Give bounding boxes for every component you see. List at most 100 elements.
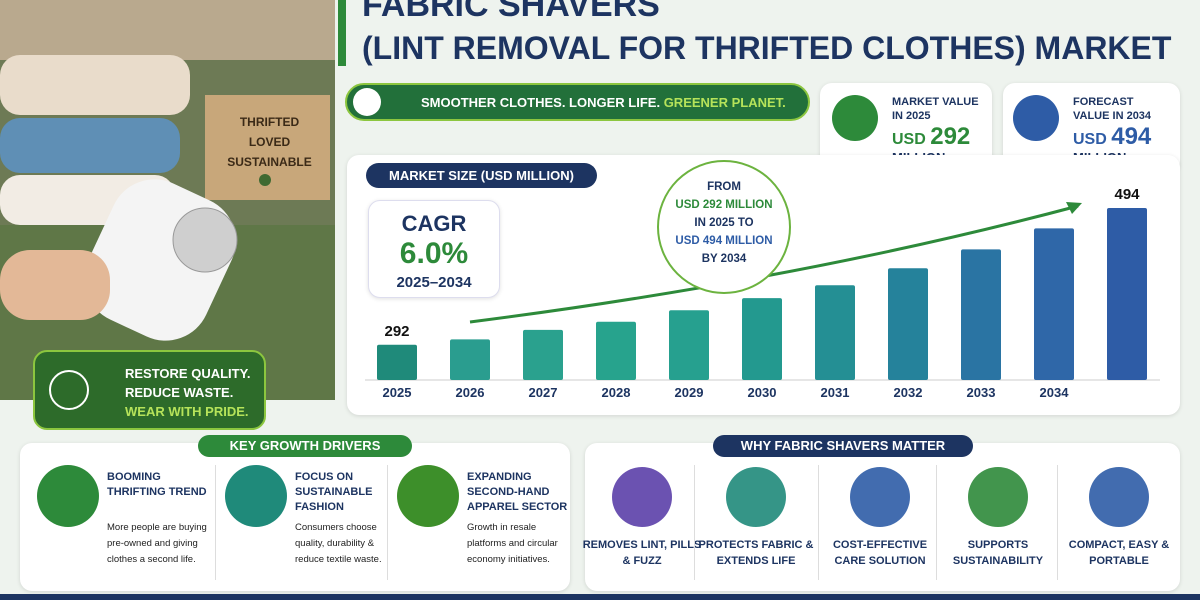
driver-icon <box>37 465 99 527</box>
photo-rack <box>0 0 335 60</box>
bar <box>1034 228 1074 380</box>
hand <box>0 250 110 320</box>
tagline-main: SMOOTHER CLOTHES. LONGER LIFE. <box>421 95 661 110</box>
stat-value-line: USD 292 <box>892 123 982 151</box>
x-tick-label: 2028 <box>602 385 631 400</box>
title: FABRIC SHAVERS <box>362 0 660 24</box>
footer-bar <box>0 594 1200 600</box>
badge-line: RESTORE QUALITY. <box>125 366 251 381</box>
bar <box>815 285 855 380</box>
badge-text: RESTORE QUALITY. REDUCE WASTE. WEAR WITH… <box>125 364 250 421</box>
driver-title: EXPANDING SECOND-HAND APPAREL SECTOR <box>467 471 568 513</box>
chart-title: MARKET SIZE (USD MILLION) <box>366 163 597 188</box>
cagr-period: 2025–2034 <box>396 274 472 291</box>
why-icon <box>612 467 672 527</box>
why-label: PROTECTS FABRIC & EXTENDS LIFE <box>698 539 814 567</box>
bar <box>888 268 928 380</box>
divider <box>215 465 216 580</box>
x-tick-label: 2026 <box>456 385 485 400</box>
driver-title: BOOMING THRIFTING TREND <box>107 471 207 498</box>
why-icon <box>968 467 1028 527</box>
x-tick-label: 2033 <box>967 385 996 400</box>
shaver-head <box>172 207 238 273</box>
why-label: REMOVES LINT, PILLS & FUZZ <box>582 539 702 567</box>
stat-prefix: USD <box>1073 131 1107 148</box>
bar <box>596 321 636 380</box>
bar <box>742 298 782 380</box>
why-label: COMPACT, EASY & PORTABLE <box>1068 539 1170 567</box>
driver-text: More people are buying pre-owned and giv… <box>107 522 207 565</box>
driver-text: Consumers choose quality, durability & r… <box>295 522 382 565</box>
driver-title: FOCUS ON SUSTAINABLE FASHION <box>295 471 373 513</box>
leaf-icon <box>49 370 89 410</box>
cagr-label: CAGR <box>401 211 467 236</box>
stat-label: MARKET VALUE IN 2025 <box>892 96 979 122</box>
x-tick-label: 2031 <box>821 385 850 400</box>
x-tick-label: 2029 <box>675 385 704 400</box>
bar <box>523 329 563 380</box>
growth-icon <box>832 95 878 141</box>
bar <box>1107 208 1147 380</box>
why-label: SUPPORTS SUSTAINABILITY <box>952 539 1044 567</box>
cagr-value: 6.0% <box>399 237 469 270</box>
tagline-text: SMOOTHER CLOTHES. LONGER LIFE. GREENER P… <box>421 95 786 110</box>
x-tick-label: 2025 <box>383 385 412 400</box>
driver-icon <box>225 465 287 527</box>
tagline: SMOOTHER CLOTHES. LONGER LIFE. GREENER P… <box>345 83 810 121</box>
box-line: THRIFTED <box>239 115 300 129</box>
divider <box>387 465 388 580</box>
why-icon <box>850 467 910 527</box>
why-icon <box>726 467 786 527</box>
x-tick-label: 2032 <box>894 385 923 400</box>
value-label: 292 <box>384 323 409 340</box>
title: (LINT REMOVAL FOR THRIFTED CLOTHES) MARK… <box>362 30 1172 66</box>
driver-icon <box>397 465 459 527</box>
bar <box>377 344 417 380</box>
callout-line: USD 292 MILLION <box>675 199 772 211</box>
drivers-title: KEY GROWTH DRIVERS <box>198 435 412 457</box>
bar <box>669 310 709 380</box>
sweater <box>0 55 190 115</box>
divider <box>1057 465 1058 580</box>
stat-value: 292 <box>930 123 971 150</box>
stat-value-line: USD 494 <box>1073 123 1173 151</box>
heart <box>259 174 271 186</box>
callout-line: BY 2034 <box>702 253 747 265</box>
cagr-box: CAGR 6.0% 2025–2034 <box>368 200 500 298</box>
badge-line: WEAR WITH PRIDE. <box>125 404 249 419</box>
bar <box>450 339 490 380</box>
badge: RESTORE QUALITY. REDUCE WASTE. WEAR WITH… <box>33 350 266 430</box>
divider <box>694 465 695 580</box>
why-icon <box>1089 467 1149 527</box>
trend-arrow <box>469 204 1079 324</box>
callout-line: FROM <box>707 181 741 193</box>
divider <box>818 465 819 580</box>
denim <box>0 118 180 173</box>
box-line: LOVED <box>248 135 291 149</box>
callout-line: USD 494 MILLION <box>675 235 772 247</box>
accent-bar <box>338 0 346 66</box>
target-icon <box>1013 95 1059 141</box>
why-label: COST-EFFECTIVE CARE SOLUTION <box>832 539 928 567</box>
callout-circle <box>657 160 791 294</box>
why-title: WHY FABRIC SHAVERS MATTER <box>713 435 973 457</box>
x-tick-label: 2027 <box>529 385 558 400</box>
divider <box>936 465 937 580</box>
shirt-icon <box>353 88 381 116</box>
tagline-accent: GREENER PLANET. <box>663 95 786 110</box>
box-text: THRIFTED LOVED SUSTAINABLE <box>222 112 317 172</box>
stat-value: 494 <box>1111 123 1152 150</box>
badge-line: REDUCE WASTE. <box>125 385 234 400</box>
x-tick-label: 2030 <box>748 385 777 400</box>
drivers-panel <box>20 443 570 591</box>
arrow-head <box>1066 202 1082 214</box>
bar <box>961 249 1001 380</box>
value-label: 494 <box>1114 186 1140 203</box>
box-line: SUSTAINABLE <box>227 155 312 169</box>
driver-text: Growth in resale platforms and circular … <box>467 522 558 565</box>
stat-label: FORECAST VALUE IN 2034 <box>1073 96 1152 122</box>
x-tick-label: 2034 <box>1040 385 1070 400</box>
callout-line: IN 2025 TO <box>694 217 753 229</box>
